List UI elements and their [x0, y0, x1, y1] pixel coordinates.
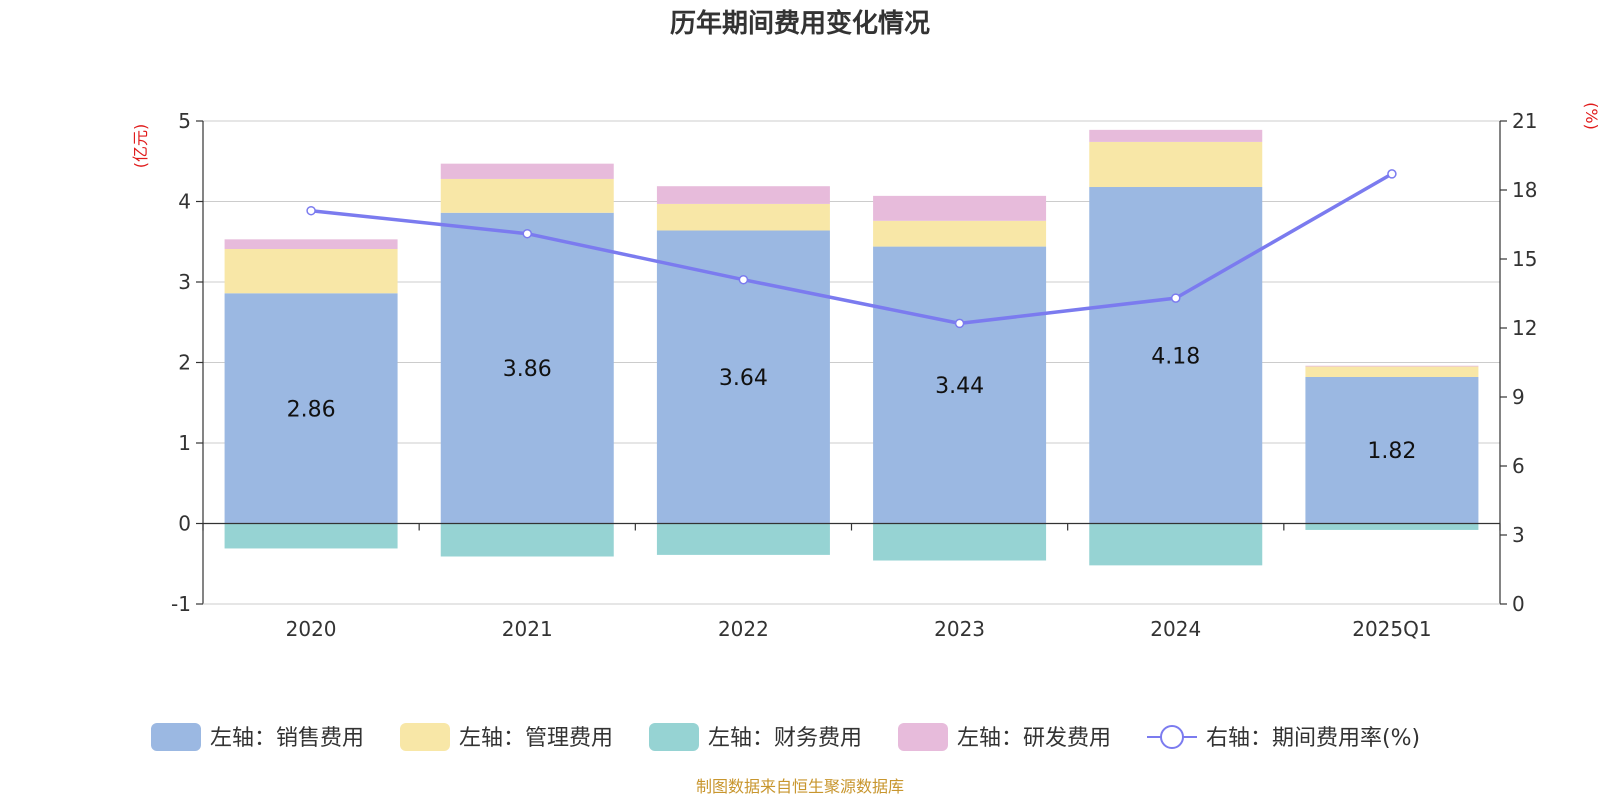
legend-label: 左轴：销售费用 [210, 726, 364, 751]
bar-segment [440, 523, 614, 557]
left-tick-label: 2 [178, 351, 191, 375]
bar-segment [440, 163, 614, 179]
bar-segment [873, 523, 1047, 561]
legend-label: 左轴：研发费用 [957, 726, 1111, 751]
legend-swatch [649, 723, 699, 751]
right-tick-label: 21 [1512, 109, 1537, 133]
legend-label: 左轴：管理费用 [459, 726, 613, 751]
bar-segment [224, 248, 398, 294]
bar-segment [656, 523, 830, 555]
bar-segment [873, 246, 1047, 524]
right-tick-label: 9 [1512, 385, 1525, 409]
legend-label: 右轴：期间费用率(%) [1206, 726, 1420, 751]
bar-segment [440, 212, 614, 524]
x-tick-label: 2020 [286, 617, 337, 641]
left-axis-unit: (亿元) [131, 124, 150, 169]
rate-point [738, 274, 749, 285]
right-tick-label: 6 [1512, 454, 1525, 478]
bar-segment [224, 239, 398, 249]
right-axis-unit: (%) [1582, 102, 1600, 130]
bar-segment [1089, 523, 1263, 566]
chart-title: 历年期间费用变化情况 [670, 8, 930, 39]
bar-data-label: 4.18 [1151, 344, 1200, 369]
bar-segment [440, 178, 614, 213]
x-tick-label: 2021 [502, 617, 553, 641]
left-tick-label: 4 [178, 190, 191, 214]
bar-segment [1089, 129, 1263, 142]
rate-line [310, 172, 1393, 326]
source-note: 制图数据来自恒生聚源数据库 [696, 777, 904, 796]
left-tick-label: 3 [178, 270, 191, 294]
bar-data-label: 3.64 [719, 366, 768, 391]
legend: 左轴：销售费用 左轴：管理费用 左轴：财务费用 左轴：研发费用 右轴：期间费用率(%) [151, 723, 1420, 751]
bar-segment [1089, 187, 1263, 524]
line-layer [306, 169, 1397, 329]
bar-segment [224, 523, 398, 549]
bars-layer [224, 129, 1479, 566]
bar-segment [1089, 141, 1263, 188]
right-tick-label: 15 [1512, 247, 1537, 271]
bar-data-label: 3.86 [503, 357, 552, 382]
bar-data-label: 3.44 [935, 374, 984, 399]
bar-segment [656, 186, 830, 204]
x-tick-label: 2025Q1 [1352, 617, 1431, 641]
x-tick-label: 2023 [934, 617, 985, 641]
right-tick-label: 0 [1512, 592, 1525, 616]
x-tick-label: 2024 [1150, 617, 1201, 641]
bar-segment [1305, 365, 1479, 367]
rate-point [522, 228, 532, 239]
labels-layer: 2.86 3.86 3.64 3.44 4.18 1.82 [287, 344, 1417, 464]
left-tick-label: 0 [178, 512, 191, 536]
legend-marker-swatch [1160, 725, 1184, 749]
rate-point [1387, 169, 1397, 179]
left-tick-label: 5 [178, 109, 191, 133]
bar-segment [1305, 523, 1479, 530]
legend-swatch [898, 723, 948, 751]
rate-point [954, 318, 965, 329]
rate-point [306, 205, 316, 216]
left-tick-label: -1 [171, 592, 191, 616]
bar-segment [873, 195, 1047, 221]
right-tick-label: 18 [1512, 178, 1537, 202]
legend-swatch [151, 723, 201, 751]
x-tick-label: 2022 [718, 617, 769, 641]
rate-point [1171, 293, 1181, 303]
bar-segment [1305, 366, 1479, 377]
left-tick-label: 1 [178, 431, 191, 455]
right-tick-label: 12 [1512, 316, 1537, 340]
bar-segment [656, 203, 830, 231]
bar-segment [224, 293, 398, 524]
legend-label: 左轴：财务费用 [708, 726, 862, 751]
legend-swatch [400, 723, 450, 751]
right-tick-label: 3 [1512, 523, 1525, 547]
bar-data-label: 1.82 [1367, 439, 1416, 464]
bar-segment [873, 220, 1047, 247]
bar-segment [1305, 376, 1479, 524]
bar-data-label: 2.86 [287, 397, 336, 422]
